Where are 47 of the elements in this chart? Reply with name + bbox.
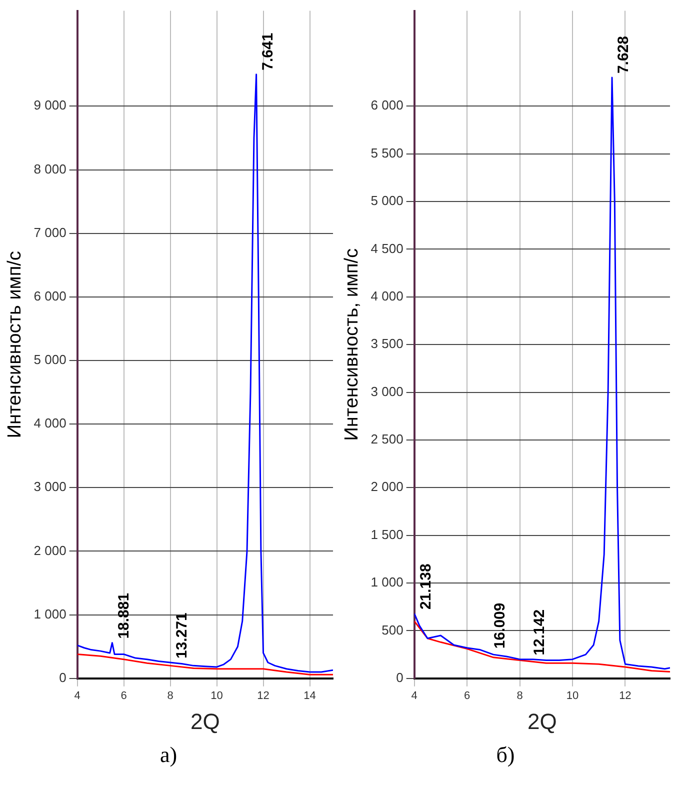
x-tick-label: 10 [210,690,223,702]
y-axis-title: Интенсивность, имп/с [342,248,363,441]
y-tick-label: 9 000 [34,98,66,113]
annotation: 13.271 [173,612,190,659]
y-tick-label: 5 500 [370,145,404,160]
x-axis-title: 2Q [527,708,557,734]
x-tick-label: 6 [464,690,470,702]
x-tick-label: 4 [74,690,80,702]
x-axis-title: 2Q [190,708,220,734]
y-tick-label: 2 500 [370,432,404,447]
annotation: 21.138 [417,564,434,610]
x-tick-label: 8 [167,690,174,702]
x-tick-label: 14 [304,690,316,702]
x-tick-label: 8 [516,690,523,702]
y-tick-label: 1 000 [370,574,404,590]
x-tick-label: 12 [257,690,270,702]
y-tick-label: 4 000 [370,288,404,304]
y-tick-label: 6 000 [370,98,404,113]
y-tick-label: 3 500 [370,336,404,352]
y-tick-label: 8 000 [34,161,66,176]
x-tick-label: 4 [411,690,418,702]
y-tick-label: 1 000 [34,606,66,622]
y-tick-label: 7 000 [34,224,66,240]
annotation: 18.881 [115,592,132,639]
text: б) [495,742,516,768]
y-tick-label: 2 000 [370,479,404,494]
y-tick-label: 1 500 [370,526,404,542]
y-tick-label: 5 000 [370,193,404,208]
y-tick-label: 6 000 [34,288,66,304]
y-tick-label: 5 000 [34,352,66,368]
annotation: 7.641 [259,32,276,70]
y-tick-label: 0 [396,670,404,685]
annotation: 16.009 [491,602,508,649]
y-tick-label: 4 000 [34,416,66,431]
y-tick-label: 2 000 [34,542,66,558]
y-tick-label: 3 000 [370,384,404,399]
y-axis-title: Интенсивность имп/с [4,251,26,438]
x-tick-label: 10 [566,690,579,702]
x-tick-label: 12 [619,690,632,702]
y-tick-label: 500 [382,622,404,638]
annotation: 12.142 [530,609,548,656]
y-tick-label: 4 500 [370,240,404,256]
x-tick-label: 6 [120,690,127,702]
y-tick-label: 0 [59,670,66,685]
annotation: 7.628 [615,36,632,74]
text: а) [158,742,178,768]
y-tick-label: 3 000 [34,479,66,494]
